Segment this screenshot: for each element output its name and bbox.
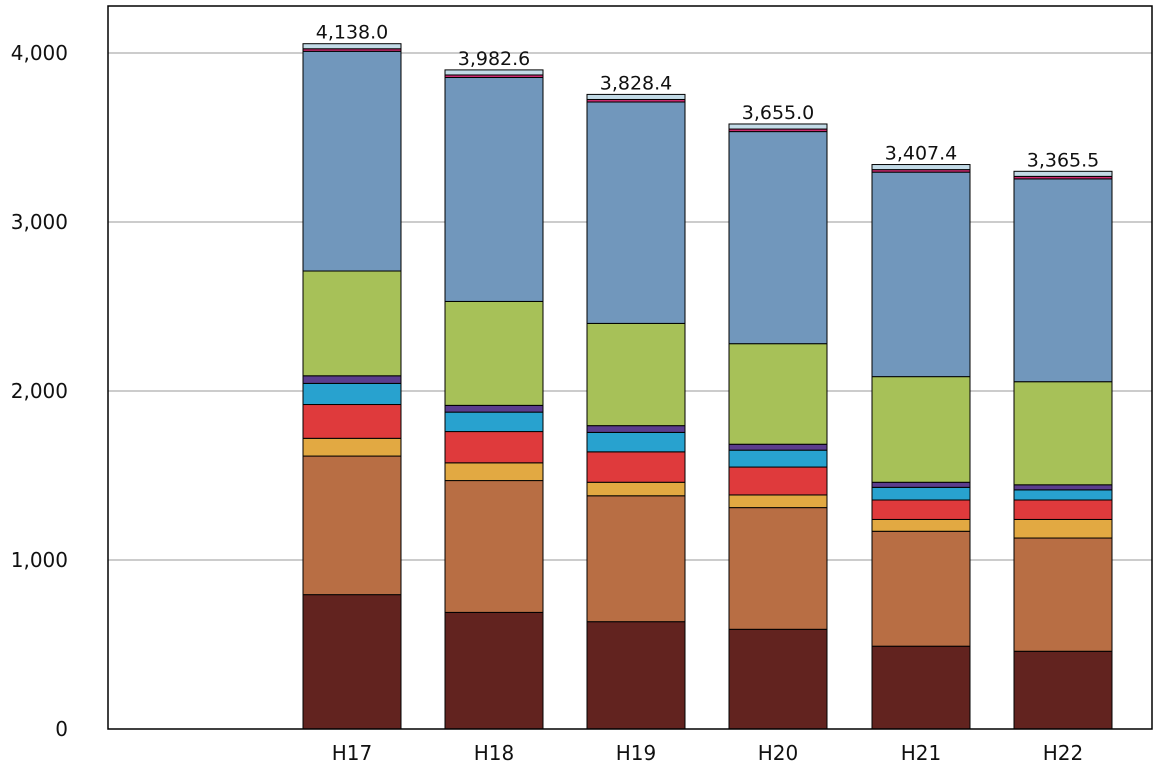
bar-segment bbox=[871, 499, 971, 520]
bar-segment bbox=[728, 449, 828, 468]
bar-segment bbox=[1013, 650, 1113, 730]
bar-segment bbox=[871, 530, 971, 647]
bar-segment bbox=[444, 300, 544, 406]
bar-segment bbox=[444, 411, 544, 433]
bar-segment bbox=[871, 171, 971, 378]
bar-segment bbox=[871, 486, 971, 501]
x-tick-label: H21 bbox=[901, 741, 942, 765]
x-tick-label: H20 bbox=[758, 741, 799, 765]
y-tick-label: 2,000 bbox=[11, 379, 68, 403]
total-label: 3,828.4 bbox=[600, 72, 673, 94]
bar-segment bbox=[586, 101, 686, 324]
bar-segment bbox=[871, 164, 971, 171]
bar-segment bbox=[444, 77, 544, 302]
bar-segment bbox=[1013, 499, 1113, 520]
bar-segment bbox=[586, 322, 686, 427]
bar-segment bbox=[444, 431, 544, 464]
bar-segment bbox=[728, 131, 828, 345]
y-tick-label: 3,000 bbox=[11, 210, 68, 234]
total-label: 4,138.0 bbox=[316, 22, 389, 44]
bar-segment bbox=[1013, 170, 1113, 177]
bar-segment bbox=[302, 375, 402, 384]
bar-segment bbox=[728, 443, 828, 451]
x-axis-tick-labels: H17 H18 H19 H20 H21 H22 bbox=[332, 741, 1084, 765]
total-label: 3,982.6 bbox=[458, 48, 531, 70]
x-tick-label: H18 bbox=[474, 741, 515, 765]
total-label: 3,655.0 bbox=[742, 102, 815, 124]
bar-segment bbox=[302, 594, 402, 730]
bar-stack-h17 bbox=[302, 43, 402, 730]
bar-segment bbox=[728, 123, 828, 130]
total-label: 3,365.5 bbox=[1027, 149, 1100, 171]
bar-segment bbox=[444, 462, 544, 482]
bar-segment bbox=[1013, 537, 1113, 652]
bar-segment bbox=[871, 645, 971, 730]
bar-segment bbox=[444, 480, 544, 613]
bar-segment bbox=[302, 382, 402, 406]
bar-segment bbox=[586, 431, 686, 453]
bar-segment bbox=[1013, 178, 1113, 383]
bar-segment bbox=[1013, 518, 1113, 539]
bar-stack-h20 bbox=[728, 123, 828, 730]
bar-segment bbox=[586, 495, 686, 623]
bar-segment bbox=[444, 404, 544, 413]
bar-segment bbox=[586, 93, 686, 100]
bar-segment bbox=[1013, 489, 1113, 501]
bar-segment bbox=[586, 425, 686, 433]
bar-stacks bbox=[302, 43, 1113, 730]
bar-segment bbox=[1013, 381, 1113, 486]
bar-segment bbox=[586, 451, 686, 483]
bar-segment bbox=[871, 518, 971, 532]
bar-segment bbox=[302, 270, 402, 377]
bar-segment bbox=[302, 437, 402, 457]
total-label: 3,407.4 bbox=[885, 143, 958, 165]
x-tick-label: H17 bbox=[332, 741, 373, 765]
bar-segment bbox=[444, 611, 544, 730]
bar-stack-h22 bbox=[1013, 170, 1113, 730]
bar-segment bbox=[728, 343, 828, 445]
bar-segment bbox=[728, 494, 828, 509]
plot-frame bbox=[107, 5, 1153, 730]
y-tick-label: 4,000 bbox=[11, 41, 68, 65]
bar-segment bbox=[871, 376, 971, 483]
total-labels: 4,138.0 3,982.6 3,828.4 3,655.0 3,407.4 3,365… bbox=[316, 22, 1100, 172]
bar-segment bbox=[302, 455, 402, 596]
x-tick-label: H22 bbox=[1043, 741, 1084, 765]
bar-stack-h18 bbox=[444, 69, 544, 730]
bar-stack-h19 bbox=[586, 93, 686, 730]
bar-segment bbox=[586, 481, 686, 497]
y-tick-label: 1,000 bbox=[11, 548, 68, 572]
bar-segment bbox=[871, 481, 971, 488]
bar-segment bbox=[444, 69, 544, 76]
x-tick-label: H19 bbox=[616, 741, 657, 765]
y-axis-tick-labels: 0 1,000 2,000 3,000 4,000 bbox=[11, 41, 68, 741]
bar-segment bbox=[302, 404, 402, 439]
bar-segment bbox=[728, 628, 828, 730]
y-tick-label: 0 bbox=[55, 717, 68, 741]
bar-stack-h21 bbox=[871, 164, 971, 730]
bar-segment bbox=[302, 50, 402, 272]
bar-segment bbox=[586, 621, 686, 730]
bar-segment bbox=[302, 43, 402, 50]
bar-segment bbox=[728, 466, 828, 496]
bar-segment bbox=[1013, 484, 1113, 491]
bar-segment bbox=[728, 507, 828, 630]
